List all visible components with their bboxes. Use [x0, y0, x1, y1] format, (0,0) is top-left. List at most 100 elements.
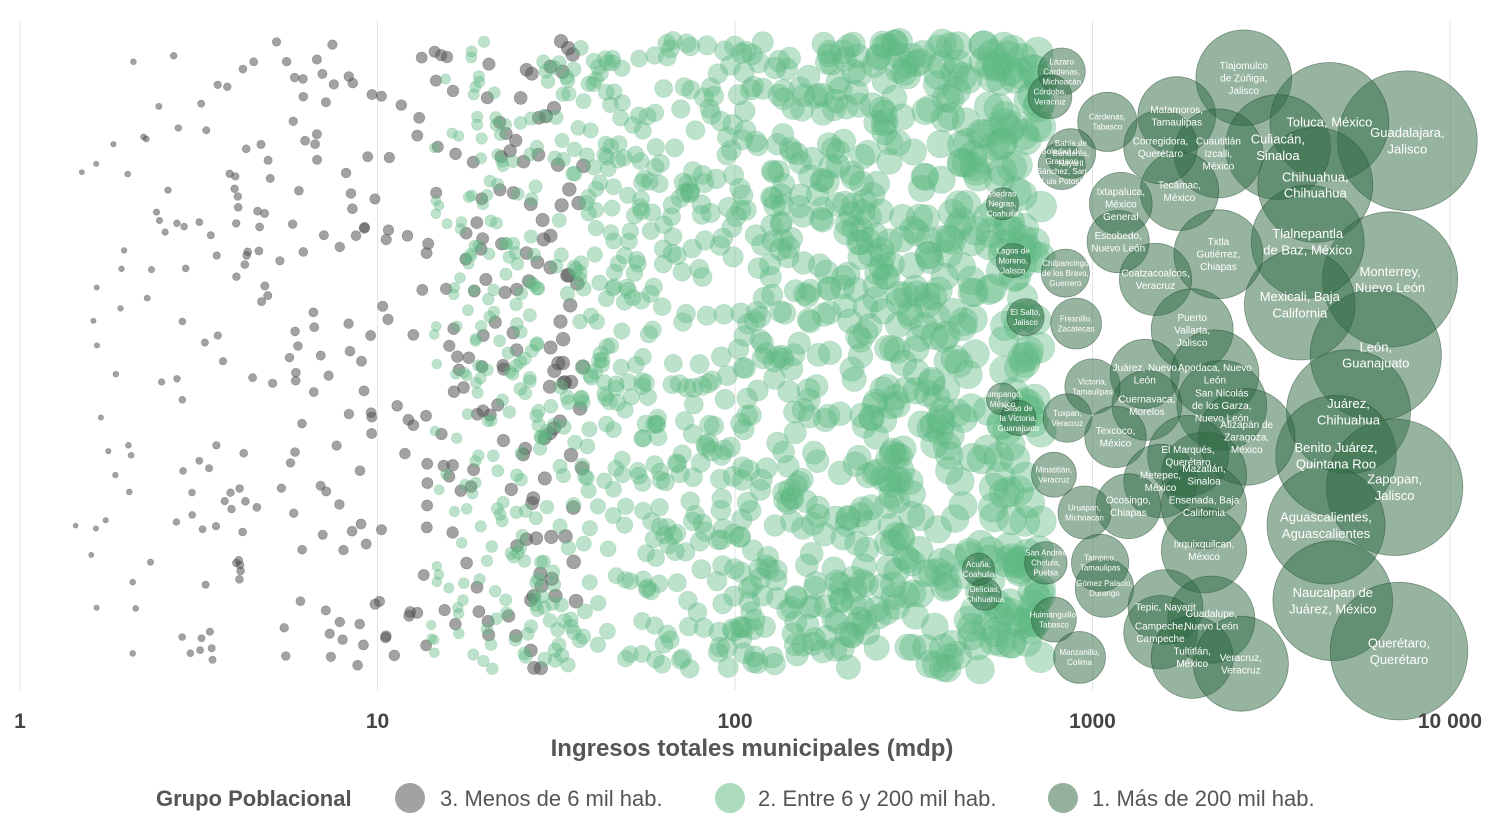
bubble-medium — [605, 232, 623, 250]
bubble-medium — [650, 462, 670, 482]
bubble-medium — [810, 167, 835, 192]
bubble-medium — [469, 334, 482, 347]
bubble-medium — [622, 388, 640, 406]
bubble-medium — [699, 98, 720, 119]
bubble-medium — [646, 158, 665, 177]
bubble-medium — [892, 581, 920, 609]
bubble-medium — [613, 94, 631, 112]
bubble-medium — [735, 199, 757, 221]
bubble-medium — [814, 259, 839, 284]
bubble-medium — [522, 308, 537, 323]
bubble-small — [211, 522, 221, 531]
bubble-medium — [472, 70, 486, 83]
bubble-medium — [648, 427, 668, 447]
bubble-medium — [988, 478, 1020, 509]
bubble-small — [105, 448, 112, 455]
bubble-medium — [884, 466, 911, 494]
bubble-medium — [806, 495, 830, 520]
bubble-medium — [477, 35, 491, 48]
bubble-medium — [612, 358, 630, 376]
bubble-medium — [495, 154, 509, 168]
bubble-medium — [848, 170, 875, 197]
bubble-small — [359, 221, 371, 233]
bubble-medium — [471, 386, 484, 399]
bubble-medium — [978, 472, 1009, 503]
bubble-medium — [506, 237, 521, 251]
bubble-medium — [843, 79, 869, 105]
bubble-medium — [987, 127, 1018, 158]
bubble-small — [174, 124, 183, 132]
bubble-medium — [763, 367, 786, 390]
bubble-medium — [428, 142, 440, 154]
bubble-medium — [1010, 124, 1042, 156]
bubble-medium — [840, 565, 866, 591]
bubble-small — [413, 111, 426, 124]
bubble-medium — [943, 31, 973, 61]
bubble-medium — [616, 571, 635, 589]
bubble-small — [234, 555, 243, 565]
bubble-medium — [765, 568, 788, 591]
bubble-medium — [647, 415, 667, 434]
bubble-medium — [920, 322, 949, 351]
bubble-medium — [961, 216, 991, 246]
bubble-medium — [692, 375, 713, 396]
bubble-medium — [490, 216, 503, 230]
bubble-medium — [674, 77, 694, 97]
bubble-medium — [566, 141, 583, 158]
bubble-medium — [517, 554, 532, 568]
bubble-medium — [931, 83, 961, 113]
bubble-medium — [805, 449, 830, 474]
bubble-medium — [776, 454, 800, 478]
bubble-medium — [653, 254, 673, 274]
bubble-small — [156, 217, 164, 225]
bubble-small — [129, 650, 136, 657]
bubble-small — [254, 246, 264, 256]
bubble-medium — [924, 557, 953, 586]
bubble-medium — [572, 313, 588, 330]
bubble-medium — [455, 216, 468, 228]
bubble-medium — [902, 358, 930, 386]
bubble-medium — [923, 515, 952, 544]
bubble-medium — [983, 93, 1014, 124]
bubble-medium — [476, 361, 489, 374]
bubble-medium — [634, 570, 653, 589]
bubble-medium — [765, 586, 789, 610]
bubble-medium — [862, 272, 889, 299]
bubble-medium — [879, 335, 906, 362]
bubble-medium — [887, 522, 915, 550]
bubble-medium — [734, 357, 756, 379]
bubble-medium — [545, 564, 561, 580]
bubble-medium — [598, 338, 616, 355]
bubble-medium — [898, 549, 926, 577]
bubble-small — [218, 357, 228, 366]
bubble-label: Escobedo, Nuevo León — [1091, 231, 1145, 255]
bubble-medium — [821, 606, 846, 632]
bubble-medium — [731, 129, 754, 151]
bubble-label: El Marqués, Querétaro — [1161, 445, 1214, 469]
bubble-small — [375, 524, 387, 536]
bubble-medium — [999, 443, 1031, 475]
bubble-medium — [835, 654, 861, 680]
bubble-medium — [868, 573, 895, 600]
bubble-medium — [847, 244, 873, 270]
bubble-medium — [842, 451, 868, 477]
bubble-medium — [813, 407, 838, 433]
bubble-medium — [454, 223, 467, 235]
bubble-medium — [678, 590, 698, 611]
bubble-medium — [816, 132, 842, 157]
bubble-medium — [1024, 641, 1057, 674]
bubble-medium — [539, 424, 555, 439]
bubble-medium — [922, 384, 951, 413]
bubble-label: Zapopan, Jalisco — [1367, 472, 1422, 503]
bubble-medium — [510, 317, 524, 331]
bubble-label: Txtla Gutiérrez, Chiapas — [1196, 237, 1240, 273]
bubble-small — [289, 72, 300, 83]
bubble-medium — [709, 468, 731, 490]
bubble-medium — [482, 293, 495, 306]
bubble-small — [227, 504, 236, 514]
bubble-medium — [694, 521, 715, 542]
bubble-medium — [804, 571, 828, 595]
bubble-medium — [598, 415, 615, 433]
bubble-medium — [491, 464, 505, 478]
